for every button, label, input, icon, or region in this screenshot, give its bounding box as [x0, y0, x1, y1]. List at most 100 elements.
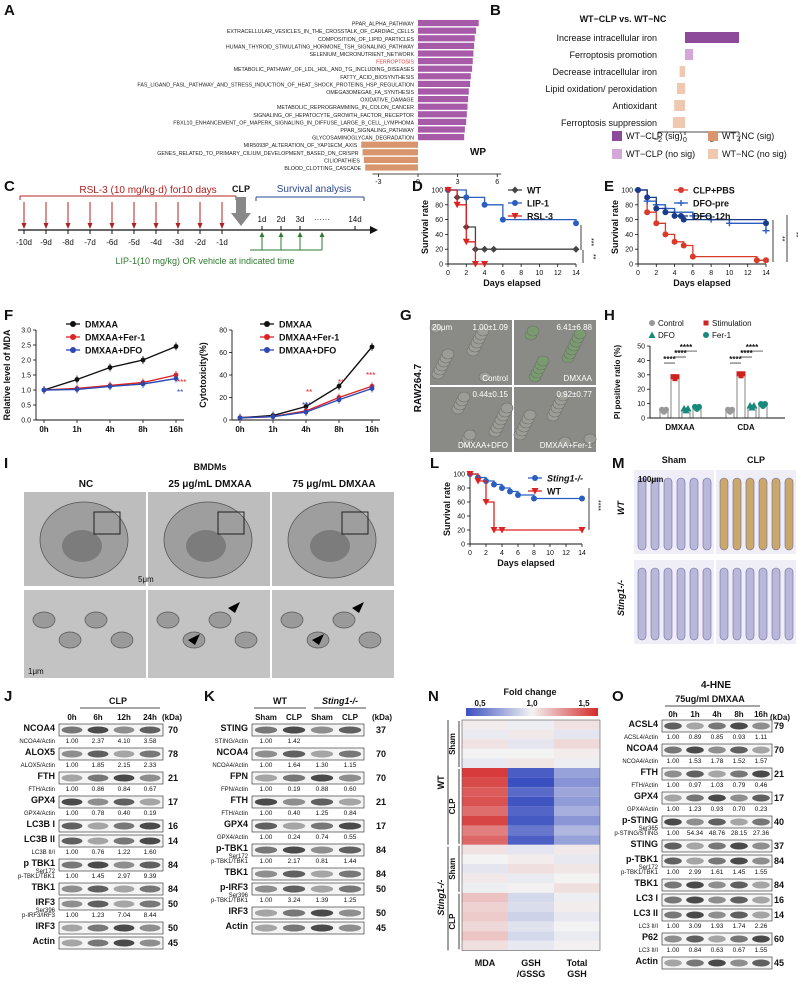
legend-label: WT−CLP (no sig) — [626, 149, 695, 159]
legend-label: RSL-3 — [527, 212, 553, 222]
tick-label: 60 — [457, 500, 465, 507]
band — [664, 770, 682, 778]
villus — [637, 477, 647, 551]
blot-site-label: Ser172 — [36, 869, 56, 875]
lane-label: 24h — [143, 713, 157, 722]
band — [113, 726, 135, 734]
cell — [556, 390, 570, 402]
ratio-value: 1.23 — [689, 806, 702, 813]
kda-value: 45 — [376, 923, 386, 933]
band — [686, 722, 704, 730]
band — [282, 750, 306, 758]
band — [113, 885, 135, 893]
tick-label: 50 — [637, 344, 645, 351]
band — [310, 774, 334, 782]
tick-label: 8 — [519, 270, 523, 277]
band — [686, 881, 704, 889]
band — [139, 939, 161, 947]
band — [61, 837, 83, 845]
band — [752, 770, 770, 778]
tick-label: 60 — [435, 217, 443, 224]
heatmap-cell — [508, 854, 554, 864]
ratio-value: 1.00 — [66, 912, 79, 919]
villus — [663, 567, 673, 641]
ratio-value: 0.40 — [118, 810, 131, 817]
band — [730, 881, 748, 889]
colorbar — [466, 708, 598, 716]
villus — [758, 567, 768, 641]
tick-label: 10 — [637, 401, 645, 408]
ratio-value: 0.74 — [316, 834, 329, 841]
data-point — [572, 245, 580, 253]
ratio-value: 1.60 — [144, 849, 157, 856]
blot-membrane — [251, 747, 365, 761]
bar — [418, 103, 468, 110]
data-point — [491, 481, 497, 488]
blot-membrane — [58, 771, 164, 785]
tick-label: 40 — [637, 358, 645, 365]
tick-label: 3 — [456, 179, 460, 186]
band — [254, 924, 278, 932]
data-point — [74, 377, 80, 382]
band — [61, 822, 83, 830]
significance: **** — [729, 355, 742, 364]
blot-protein-label: p-TBK1 — [626, 854, 658, 864]
scale-bar-label: 100μm — [638, 475, 663, 484]
ratio-value: 1.00 — [667, 806, 680, 813]
day-label: -4d — [150, 238, 162, 247]
lane-label: CLP — [286, 713, 303, 722]
heatmap-cell — [554, 931, 600, 941]
group-label: WT — [273, 696, 287, 706]
data-point — [671, 238, 678, 245]
blot-membrane — [58, 897, 164, 911]
heatmap-cell — [462, 758, 508, 768]
heatmap-cell — [508, 768, 554, 778]
tick-label: 100 — [621, 188, 633, 195]
cell — [441, 348, 455, 360]
ratio-value: 0.76 — [92, 849, 105, 856]
row-group-label: CLP — [448, 798, 457, 815]
ratio-value: 0.19 — [288, 786, 301, 793]
data-point — [649, 320, 655, 326]
ratio-value: 1.30 — [316, 762, 329, 769]
tile-label: Control — [482, 374, 508, 383]
heatmap-cell — [508, 720, 554, 730]
outer-group-label: WT — [436, 775, 446, 789]
ratio-value: 0.84 — [689, 947, 702, 954]
heatmap-cell — [554, 921, 600, 932]
blot-membrane — [661, 878, 773, 892]
blot-protein-label: GPX4 — [224, 819, 248, 829]
band — [686, 911, 704, 919]
arrow — [312, 634, 324, 645]
band — [708, 746, 726, 754]
ratio-value: 1.64 — [288, 762, 301, 769]
panel-letter-i: I — [4, 455, 9, 472]
blot-membrane — [251, 843, 365, 857]
band — [686, 935, 704, 943]
ratio-label: GPX4/Actin — [24, 811, 55, 817]
cell-line-label: RAW264.7 — [413, 363, 424, 412]
data-point — [678, 187, 684, 193]
ratio-value: 0.55 — [344, 834, 357, 841]
legend-label: WT — [527, 186, 541, 196]
heatmap-cell — [462, 940, 508, 951]
band — [87, 798, 109, 806]
tick-label: 16h — [365, 425, 379, 434]
data-point — [635, 187, 641, 193]
blot-membrane — [58, 819, 164, 833]
ratio-value: 2.97 — [118, 873, 131, 880]
heatmap-cell — [554, 892, 600, 903]
data-point — [515, 492, 521, 498]
data-point — [729, 406, 735, 413]
blot-protein-label: LC3B I — [26, 819, 55, 829]
legend-label: CLP+PBS — [693, 186, 735, 196]
ratio-value: 3.24 — [288, 897, 301, 904]
panel-title: BMDMs — [194, 462, 227, 472]
panel-letter-f: F — [4, 307, 14, 324]
data-point — [481, 245, 489, 253]
significance: **** — [740, 349, 753, 358]
arrowhead — [131, 223, 137, 229]
category-label: Ferroptosis suppression — [561, 118, 657, 128]
tick-label: 30 — [637, 372, 645, 379]
band — [686, 818, 704, 826]
